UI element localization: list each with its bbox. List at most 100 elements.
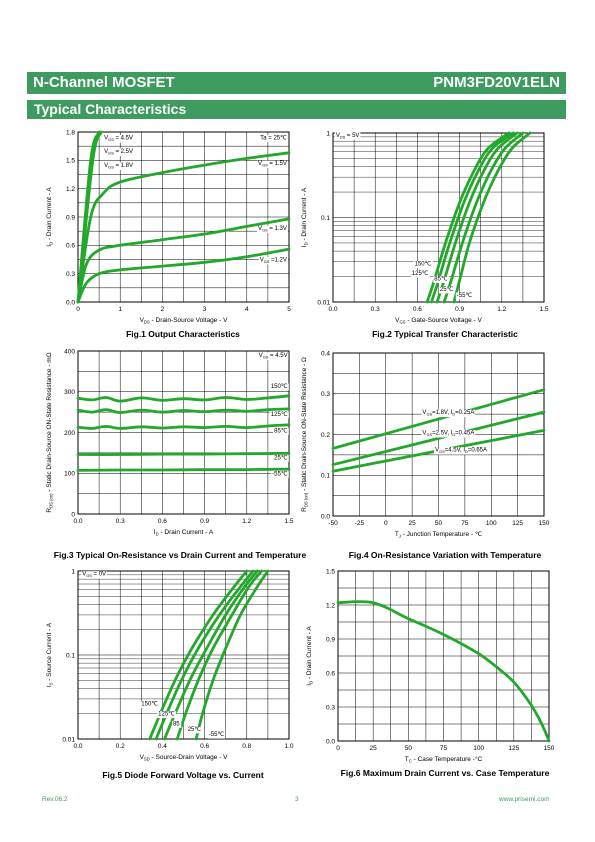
fig2-caption: Fig.2 Typical Transfer Characteristic <box>372 329 518 339</box>
fig5-annotation: 150℃ <box>141 702 158 708</box>
fig2-svg: 0.0 0.3 0.6 0.9 1.2 1.5 0.01 0.1 1 VGS - Gate-Sou… <box>301 130 549 325</box>
fig3-svg: 0.0 0.3 0.6 0.9 1.2 1.5 0 100 200 300 400 ID - Drai… <box>46 348 294 536</box>
fig5-annotation: 125℃ <box>158 712 175 718</box>
fig2-xtick-label: 0.6 <box>413 306 422 313</box>
fig3-xtick-label: 0.3 <box>116 518 125 525</box>
fig4-annotation: VGS=2.5V, ID=0.45A <box>422 431 474 438</box>
fig5-xlabel: VSD - Source-Drain Voltage - V <box>140 754 229 762</box>
fig2-xtick-label: 1.5 <box>539 306 548 313</box>
fig3-annotation: 85℃ <box>274 429 288 435</box>
fig6-ytick-label: 0.6 <box>326 670 335 677</box>
fig3-annotation: 125℃ <box>271 412 288 418</box>
fig3-ytick-label: 100 <box>64 471 75 478</box>
fig2-annotation: VDS = 5V <box>336 133 360 140</box>
fig3-annotation: VGS = 4.5V <box>259 353 288 360</box>
fig2-xtick-label: 0.9 <box>455 306 464 313</box>
fig4-series-0 <box>331 388 546 450</box>
fig1-annotation: VGS = 4.5V <box>104 136 133 143</box>
fig4-annotation: VGS=4.5V, ID=0.65A <box>435 448 487 455</box>
fig3-series-1 <box>76 407 291 414</box>
fig2-xlabel: VGS - Gate-Source Voltage - V <box>395 317 482 325</box>
fig1-annotation: VGS = 1.3V <box>258 226 287 233</box>
fig2-transfer-characteristic: 0.0 0.3 0.6 0.9 1.2 1.5 0.01 0.1 1 VGS - Gate-Sou… <box>300 125 560 330</box>
fig4-xtick-label: 125 <box>512 520 523 527</box>
fig3-annotation: 25℃ <box>274 455 288 461</box>
fig6-ytick-label: 0.3 <box>326 704 335 711</box>
fig4-xtick-label: 100 <box>486 520 497 527</box>
fig1-xtick-label: 2 <box>161 306 165 313</box>
fig1-xtick-label: 3 <box>203 306 207 313</box>
fig6-ytick-label: 0.9 <box>326 636 335 643</box>
fig5-annotation: -55℃ <box>209 732 225 738</box>
fig5-xtick-label: 0.8 <box>242 743 251 750</box>
fig6-svg: 0 25 50 75 100 125 150 0.0 0.3 0.6 0.9 1.2 1.5 TC - C… <box>306 568 555 763</box>
fig4-svg: -50 -25 0 25 50 75 100 125 150 0.0 0.1 0.2 0.3 0.4 TJ … <box>301 350 550 538</box>
fig3-caption: Fig.3 Typical On-Resistance vs Drain Cur… <box>53 550 307 560</box>
fig5-caption: Fig.5 Diode Forward Voltage vs. Current <box>102 770 264 780</box>
fig6-max-drain-current-vs-case-temp: 0 25 50 75 100 125 150 0.0 0.3 0.6 0.9 1.2 1.5 TC - C… <box>300 565 560 765</box>
fig2-series-4 <box>452 131 532 304</box>
fig3-xtick-label: 0.6 <box>158 518 167 525</box>
fig4-xtick-label: 25 <box>409 520 417 527</box>
fig6-xtick-label: 100 <box>473 745 484 752</box>
fig1-annotation: Ta = 25℃ <box>260 136 287 142</box>
fig6-xtick-label: 75 <box>440 745 448 752</box>
fig3-ytick-label: 200 <box>64 430 75 437</box>
fig3-ytick-label: 300 <box>64 389 75 396</box>
fig3-series-0 <box>76 394 291 403</box>
fig4-plot-frame <box>332 352 545 517</box>
fig2-annotation: 150℃ <box>415 262 432 268</box>
fig6-xtick-label: 25 <box>370 745 378 752</box>
fig1-xtick-label: 1 <box>118 306 122 313</box>
footer-revision: Rev.06.2 <box>42 796 68 803</box>
section-title: Typical Characteristics <box>27 100 566 119</box>
fig3-ytick-label: 0 <box>71 511 75 518</box>
fig6-ytick-label: 0.0 <box>326 738 335 745</box>
fig3-xtick-label: 1.2 <box>242 518 251 525</box>
fig6-xtick-label: 125 <box>508 745 519 752</box>
fig2-ylabel: ID - Drain Current - A <box>301 187 309 247</box>
fig6-xtick-label: 50 <box>405 745 413 752</box>
fig6-grid <box>337 570 550 742</box>
fig5-xtick-label: 0.4 <box>158 743 167 750</box>
fig1-caption: Fig.1 Output Characteristics <box>126 329 240 339</box>
fig5-xtick-label: 0.6 <box>200 743 209 750</box>
fig1-annotation: VGS = 1.8V <box>104 163 133 170</box>
fig5-series-4 <box>194 569 270 741</box>
fig5-ytick-label: 0.01 <box>62 736 75 743</box>
fig1-xtick-label: 0 <box>76 306 80 313</box>
fig2-ytick-label: 0.1 <box>321 215 330 222</box>
fig3-xtick-label: 1.5 <box>284 518 293 525</box>
fig3-annotation: -55℃ <box>272 471 288 477</box>
fig2-ytick-label: 0.01 <box>317 299 330 306</box>
fig2-annotation: -55℃ <box>457 293 473 299</box>
footer-page-number: 3 <box>295 796 299 803</box>
fig6-ytick-label: 1.5 <box>326 568 335 575</box>
fig3-xtick-label: 0.0 <box>73 518 82 525</box>
fig6-xtick-label: 0 <box>336 745 340 752</box>
fig2-annotation: 85℃ <box>434 276 448 282</box>
fig1-xtick-label: 4 <box>245 306 249 313</box>
fig4-caption: Fig.4 On-Resistance Variation with Tempe… <box>348 550 542 560</box>
fig1-ytick-label: 0.6 <box>66 243 75 250</box>
fig6-ytick-label: 1.2 <box>326 602 335 609</box>
footer-website[interactable]: www.prisemi.com <box>499 796 550 803</box>
fig5-ytick-label: 0.1 <box>66 652 75 659</box>
fig4-annotation: VGS=1.8V, ID=0.25A <box>422 410 474 417</box>
fig5-ylabel: IS - Source Current - A <box>46 622 54 687</box>
fig2-annotation: 125℃ <box>412 271 429 277</box>
fig2-series-3 <box>442 131 525 304</box>
fig5-annotation: 25℃ <box>188 727 202 733</box>
fig3-xtick-label: 0.9 <box>200 518 209 525</box>
header-device-type: N-Channel MOSFET <box>33 74 175 91</box>
fig1-svg: 0 1 2 3 4 5 0.0 0.3 0.6 0.9 1.2 1.5 1.8 VDS - Drain-S… <box>46 129 291 324</box>
fig4-ytick-label: 0.2 <box>321 432 330 439</box>
fig1-ylabel: ID - Drain Current - A <box>46 187 54 247</box>
fig1-series-2 <box>76 151 291 304</box>
fig1-ytick-label: 1.8 <box>66 129 75 136</box>
fig1-ytick-label: 0.3 <box>66 271 75 278</box>
fig1-ytick-label: 0.9 <box>66 214 75 221</box>
fig4-xtick-label: -25 <box>355 520 365 527</box>
fig1-ytick-label: 1.5 <box>66 158 75 165</box>
fig2-xtick-label: 1.2 <box>497 306 506 313</box>
